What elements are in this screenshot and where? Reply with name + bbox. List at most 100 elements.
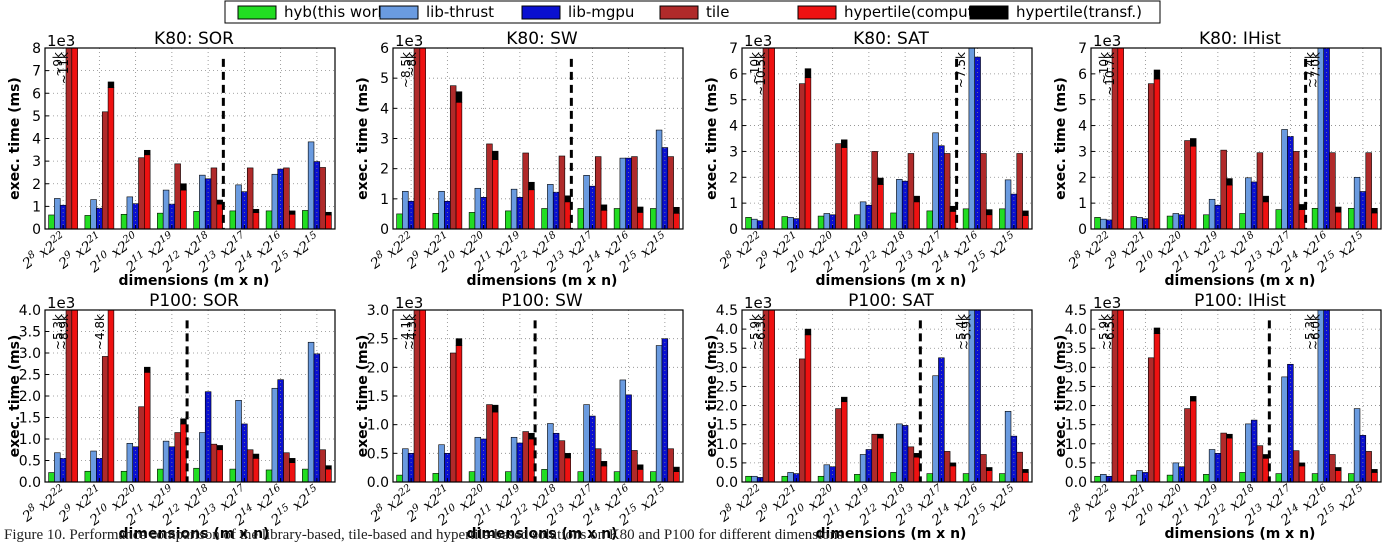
bar-libthrust xyxy=(271,387,279,482)
y-tick-label: 6 xyxy=(32,86,41,102)
bar-libthrust xyxy=(655,129,663,229)
bar-hybthiswork xyxy=(396,474,403,482)
bar-hypertilecomput xyxy=(1153,78,1161,229)
y-tick-label: 3.5 xyxy=(1065,341,1087,357)
y-tick-label: 0.0 xyxy=(716,475,738,491)
bar-hypertilecomput xyxy=(1117,310,1124,482)
legend: hyb(this work) lib-thrust lib-mgpu tile hype… xyxy=(224,0,1161,24)
bar-libthrust xyxy=(896,423,903,482)
bar-tile xyxy=(1329,152,1336,229)
bar-libthrust xyxy=(162,189,170,229)
chart-panel: 0.00.51.01.52.02.53.03.54.04.528 x22229 … xyxy=(1053,291,1382,542)
bar-hypertilecomput xyxy=(564,201,571,229)
y-tick-label: 1.5 xyxy=(1065,418,1087,434)
bar-hybthiswork xyxy=(650,471,657,482)
bar-libmgpu xyxy=(1359,191,1367,229)
bar-libthrust xyxy=(474,436,482,482)
legend-swatch xyxy=(969,5,1009,20)
plot-frame xyxy=(392,309,684,483)
bar-annotation: ~7.4k xyxy=(1303,52,1317,88)
bar-libthrust xyxy=(751,218,758,229)
y-tick-label: 2.0 xyxy=(1065,399,1087,415)
bar-hypertilecomput xyxy=(949,211,957,229)
bar-libthrust xyxy=(199,432,206,482)
bar-hybthiswork xyxy=(468,212,476,229)
y-axis-label: exec. time (ms) xyxy=(704,335,720,458)
bar-hypertile-transfer xyxy=(455,338,463,346)
bar-annotation: ~9k xyxy=(51,52,65,77)
bar-hybthiswork xyxy=(962,473,970,482)
bar-libmgpu xyxy=(444,453,451,482)
bar-tile xyxy=(246,167,254,229)
bars xyxy=(1094,48,1378,229)
bar-hypertilecomput xyxy=(841,401,848,482)
y-tick-label: 1.5 xyxy=(716,418,738,434)
bar-hybthiswork xyxy=(265,469,273,482)
bar-tile xyxy=(449,352,457,482)
bar-hypertile-transfer xyxy=(1226,433,1233,439)
bar-tile xyxy=(835,408,842,482)
bar-hypertile-transfer xyxy=(144,149,151,156)
bar-hybthiswork xyxy=(432,213,439,229)
bar-tile xyxy=(210,167,218,229)
y-tick-label: 0 xyxy=(32,222,41,238)
y-multiplier: 1e3 xyxy=(744,32,772,50)
bar-annotation: ~7.5k xyxy=(954,52,968,88)
bar-libthrust xyxy=(1281,129,1288,229)
bar-libthrust xyxy=(1208,449,1216,482)
y-tick-label: 4.5 xyxy=(716,303,738,319)
bar-tile xyxy=(1292,151,1300,229)
bar-hybthiswork xyxy=(999,208,1006,229)
bar-hybthiswork xyxy=(1275,473,1282,482)
bar-hybthiswork xyxy=(1239,472,1246,482)
bar-hybthiswork xyxy=(1348,473,1355,482)
y-tick-label: 1 xyxy=(380,192,389,208)
legend-label: lib-mgpu xyxy=(568,3,634,21)
bar-hybthiswork xyxy=(613,208,621,229)
chart-title: K80: SW xyxy=(506,29,578,49)
bar-hybthiswork xyxy=(962,208,970,229)
bar-hypertilecomput xyxy=(1371,472,1378,482)
y-tick-label: 1.5 xyxy=(367,389,389,405)
bar-hypertile-transfer xyxy=(455,91,463,103)
bar-hypertilecomput xyxy=(913,201,920,229)
bar-hypertile-transfer xyxy=(325,211,332,216)
x-axis-label: dimensions (m x n) xyxy=(119,273,270,289)
bar-libthrust xyxy=(787,217,794,229)
y-tick-label: 1.0 xyxy=(367,418,389,434)
bar-hypertilecomput xyxy=(325,214,332,229)
bar-annotation: ~5.4k xyxy=(954,314,968,350)
bar-hypertilecomput xyxy=(144,372,151,482)
bar-hybthiswork xyxy=(781,216,788,229)
bar-libthrust xyxy=(54,198,61,229)
x-axis-label: dimensions (m x n) xyxy=(816,526,967,542)
chart-title: K80: SOR xyxy=(154,29,234,49)
y-multiplier: 1e3 xyxy=(1093,32,1121,50)
bar-hypertilecomput xyxy=(1226,184,1233,229)
bar-hypertilecomput xyxy=(528,189,535,229)
y-tick-label: 0 xyxy=(380,222,389,238)
bar-libthrust xyxy=(271,173,279,229)
bar-hypertilecomput xyxy=(1226,437,1233,482)
legend-swatch xyxy=(797,5,837,20)
y-tick-label: 2 xyxy=(729,170,738,186)
bar-tile xyxy=(1184,140,1191,229)
bar-hypertile-transfer xyxy=(325,465,332,470)
bar-hypertile-transfer xyxy=(1226,178,1233,186)
bar-libmgpu xyxy=(1287,363,1294,482)
bar-libthrust xyxy=(54,452,61,482)
bar-hybthiswork xyxy=(302,210,309,229)
bar-hybthiswork xyxy=(650,208,657,229)
bar-hybthiswork xyxy=(817,215,825,229)
legend-label: hypertile(comput.) xyxy=(844,3,984,21)
y-tick-label: 7 xyxy=(32,64,41,80)
bar-tile xyxy=(871,151,878,229)
y-tick-label: 3.0 xyxy=(1065,360,1087,376)
bar-hypertilecomput xyxy=(492,411,499,482)
bar-tile xyxy=(246,449,254,482)
bar-hybthiswork xyxy=(432,473,439,482)
bar-libmgpu xyxy=(938,357,945,482)
